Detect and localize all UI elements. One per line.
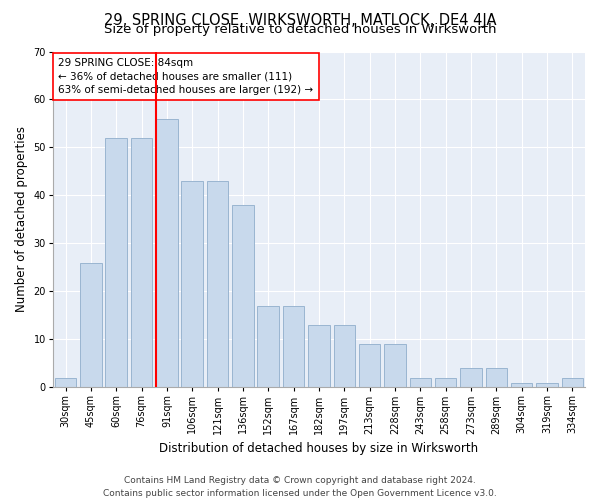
Bar [536, 382, 558, 388]
Bar [308, 325, 330, 388]
Bar [207, 181, 229, 388]
Bar [384, 344, 406, 388]
Bar [334, 325, 355, 388]
Bar [232, 205, 254, 388]
Bar [55, 378, 76, 388]
Bar [410, 378, 431, 388]
Y-axis label: Number of detached properties: Number of detached properties [15, 126, 28, 312]
Bar [283, 306, 304, 388]
Bar [485, 368, 507, 388]
Text: 29 SPRING CLOSE: 84sqm
← 36% of detached houses are smaller (111)
63% of semi-de: 29 SPRING CLOSE: 84sqm ← 36% of detached… [58, 58, 313, 94]
Bar [106, 138, 127, 388]
Text: Contains HM Land Registry data © Crown copyright and database right 2024.
Contai: Contains HM Land Registry data © Crown c… [103, 476, 497, 498]
X-axis label: Distribution of detached houses by size in Wirksworth: Distribution of detached houses by size … [160, 442, 479, 455]
Text: 29, SPRING CLOSE, WIRKSWORTH, MATLOCK, DE4 4JA: 29, SPRING CLOSE, WIRKSWORTH, MATLOCK, D… [104, 12, 496, 28]
Bar [80, 262, 101, 388]
Text: Size of property relative to detached houses in Wirksworth: Size of property relative to detached ho… [104, 22, 496, 36]
Bar [511, 382, 532, 388]
Bar [156, 118, 178, 388]
Bar [435, 378, 457, 388]
Bar [257, 306, 279, 388]
Bar [359, 344, 380, 388]
Bar [181, 181, 203, 388]
Bar [131, 138, 152, 388]
Bar [562, 378, 583, 388]
Bar [460, 368, 482, 388]
